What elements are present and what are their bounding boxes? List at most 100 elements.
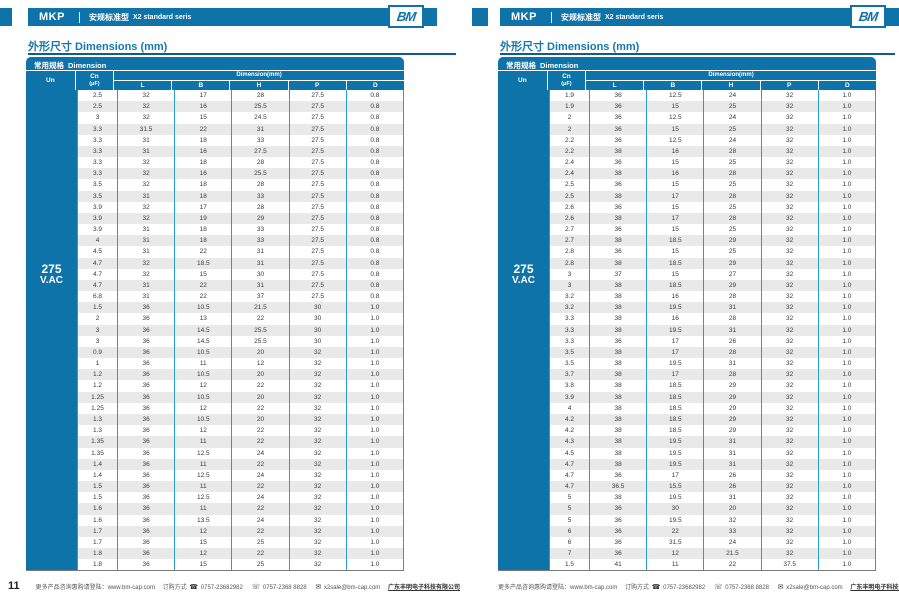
page-number: 11 <box>8 580 20 592</box>
bm-logo-text: BM <box>857 9 879 24</box>
table-cell: 3.7 <box>550 369 590 381</box>
table-cell: 22 <box>232 548 290 560</box>
table-cell: 22 <box>232 525 290 537</box>
table-cell: 1.0 <box>819 190 876 202</box>
table-cell: 19.5 <box>647 302 705 314</box>
voltage-label: 275 V.AC <box>498 263 549 286</box>
table-cell: 36 <box>590 224 648 236</box>
table-cell: 17 <box>175 90 233 102</box>
header-divider <box>550 11 552 23</box>
table-row: 1.25 36 12 22 32 1.0 <box>78 402 404 414</box>
table-cell: 32 <box>762 101 819 113</box>
table-row: 6 36 31.5 24 32 1.0 <box>550 536 876 549</box>
table-cell: 36 <box>590 90 648 102</box>
table-cell: 27.5 <box>290 145 347 158</box>
col-label-B: B <box>644 81 702 90</box>
table-cell: 4.3 <box>550 436 590 448</box>
table-cell: 18.5 <box>647 279 705 292</box>
table-cell: 15 <box>647 101 705 113</box>
table-cell: 3.3 <box>78 134 118 146</box>
table-cell: 11 <box>175 481 233 493</box>
table-cell: 1.0 <box>347 447 404 459</box>
cn-unit-label: (μF) <box>89 81 100 88</box>
table-cell: 36 <box>118 358 176 370</box>
cn-label: Cn <box>90 73 99 81</box>
product-series-label: MKP <box>511 11 537 23</box>
table-cell: 32 <box>118 101 176 113</box>
table-cell: 4.2 <box>550 413 590 426</box>
table-cell: 36 <box>118 525 176 537</box>
table-cell: 32 <box>704 514 762 526</box>
table-cell: 32 <box>762 346 819 359</box>
table-cell: 3.3 <box>550 335 590 347</box>
fax-icon: ☏ <box>713 583 723 591</box>
table-cell: 0.8 <box>347 168 404 180</box>
table-cell: 32 <box>290 402 347 414</box>
table-cell: 36 <box>590 157 648 169</box>
table-row: 1.35 36 11 22 32 1.0 <box>78 436 404 448</box>
footer-right: 更多产品咨询惠购请登陆：www.bm-cap.com 订购方式 ☎ 0757-2… <box>498 580 899 592</box>
table-cell: 31 <box>704 358 762 370</box>
table-row: 4 38 18.5 29 32 1.0 <box>550 402 876 414</box>
table-cell: 3.2 <box>550 291 590 303</box>
table-cell: 1.3 <box>78 425 118 437</box>
table-cell: 1.0 <box>347 324 404 336</box>
table-cell: 12.5 <box>175 447 233 459</box>
table-cell: 27.5 <box>290 157 347 169</box>
table-cell: 22 <box>232 313 290 325</box>
table-cell: 24.5 <box>232 112 290 124</box>
table-cell: 32 <box>290 391 347 403</box>
table-row: 4.5 31 22 31 27.5 0.8 <box>78 246 404 258</box>
table-row: 3.5 38 19.5 31 32 1.0 <box>550 358 876 370</box>
table-cell: 22 <box>175 246 233 258</box>
table-cell: 28 <box>704 145 762 158</box>
table-cell: 29 <box>704 402 762 414</box>
table-cell: 16 <box>647 313 705 325</box>
table-row: 5 36 30 20 32 1.0 <box>550 503 876 515</box>
table-cell: 32 <box>762 492 819 504</box>
footer-email: x2sale@bm-cap.com <box>323 584 381 591</box>
table-cell: 36 <box>590 112 648 124</box>
table-cell: 18 <box>175 235 233 247</box>
table-cell: 32 <box>762 324 819 336</box>
col-label-D: D <box>818 81 876 90</box>
table-row: 3.3 32 18 28 27.5 0.8 <box>78 157 404 169</box>
table-cell: 3 <box>78 112 118 124</box>
table-cell: 38 <box>590 369 648 381</box>
table-cell: 4.7 <box>550 469 590 482</box>
table-cell: 32 <box>290 503 347 515</box>
table-cell: 31.5 <box>647 536 705 549</box>
table-cell: 4.7 <box>78 268 118 280</box>
table-cell: 20 <box>232 369 290 381</box>
table-cell: 30 <box>290 313 347 325</box>
table-row: 4.7 31 22 31 27.5 0.8 <box>78 279 404 292</box>
table-cell: 15 <box>175 536 233 549</box>
table-cell: 36 <box>118 536 176 549</box>
table-cell: 1.0 <box>347 548 404 560</box>
table-cell: 25 <box>704 179 762 191</box>
table-cell: 36 <box>118 503 176 515</box>
table-row: 1 36 11 12 32 1.0 <box>78 358 404 370</box>
table-cell: 1.5 <box>550 559 590 571</box>
table-row: 3.3 31.5 22 31 27.5 0.8 <box>78 123 404 135</box>
table-cell: 21.5 <box>704 548 762 560</box>
dimension-header-group: Dimension(mm) L B H P D <box>586 71 876 90</box>
table-row: 1.5 41 11 22 37.5 1.0 <box>550 559 876 571</box>
table-cell: 38 <box>590 279 648 292</box>
table-cell: 1.0 <box>819 134 876 146</box>
table-cell: 1.25 <box>78 391 118 403</box>
table-cell: 36 <box>118 481 176 493</box>
table-cell: 38 <box>590 168 648 180</box>
table-cell: 15 <box>175 112 233 124</box>
cn-label: Cn <box>562 73 571 81</box>
col-label-H: H <box>230 81 288 90</box>
table-cell: 31 <box>704 492 762 504</box>
footer-left: 11 更多产品咨询惠购请登陆：www.bm-cap.com 订购方式 ☎ 075… <box>8 580 460 592</box>
table-cell: 2 <box>550 123 590 135</box>
table-row: 1.7 36 15 25 32 1.0 <box>78 536 404 549</box>
table-band-title: 常用规格 Dimension <box>26 57 404 70</box>
table-cell: 29 <box>704 257 762 269</box>
table-cell: 18.5 <box>647 391 705 403</box>
band-title-en: Dimension <box>68 61 107 70</box>
